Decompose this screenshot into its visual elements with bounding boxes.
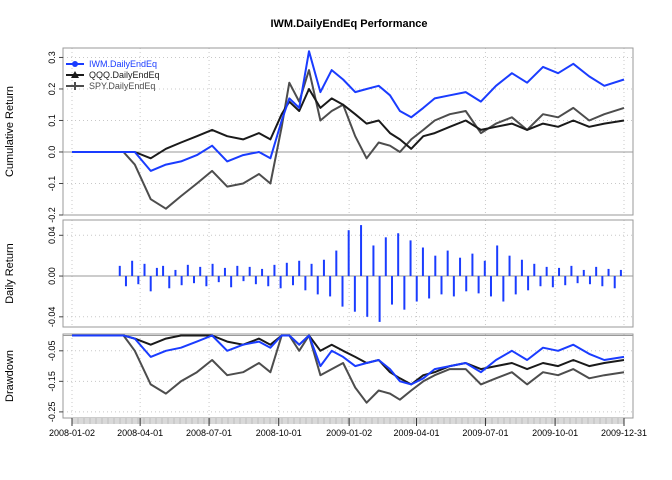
x-tick-label-0: 2008-01-02 xyxy=(49,428,95,438)
series-drawdown-IWM.DailyEndEq xyxy=(72,334,625,386)
x-tick-label-1: 2008-04-01 xyxy=(117,428,163,438)
y-axis-ticks: -0.2 -0.1 0.0 0.1 0.2 0.3 -0.04 0.00 0.04 -0.25 -0… xyxy=(47,51,63,422)
series-lines xyxy=(72,50,625,404)
ytick-label-0-5: 0.3 xyxy=(47,51,57,64)
legend-marker-1 xyxy=(71,71,79,78)
ytick-label-0-4: 0.2 xyxy=(47,83,57,96)
ylabel-drawdown: Drawdown xyxy=(4,350,16,402)
ytick-label-1-0: -0.04 xyxy=(47,307,57,328)
x-tick-label-7: 2009-10-01 xyxy=(532,428,578,438)
panel-frame-daily xyxy=(62,219,634,328)
ytick-label-2-1: -0.15 xyxy=(47,371,57,392)
ylabel-daily: Daily Return xyxy=(4,243,16,304)
series-drawdown-SPY.DailyEndEq xyxy=(72,334,625,404)
x-tick-label-5: 2009-04-01 xyxy=(394,428,440,438)
ytick-label-0-1: -0.1 xyxy=(47,176,57,192)
legend-label-1: QQQ.DailyEndEq xyxy=(89,70,160,80)
y-axis-labels: Cumulative Return Daily Return Drawdown xyxy=(4,86,16,402)
series-cumulative-IWM.DailyEndEq xyxy=(72,50,625,172)
series-cumulative-QQQ.DailyEndEq xyxy=(72,88,625,160)
x-tick-label-8: 2009-12-31 xyxy=(601,428,647,438)
series-cumulative-SPY.DailyEndEq xyxy=(72,69,625,210)
chart-title: IWM.DailyEndEq Performance xyxy=(270,18,427,30)
legend: IWM.DailyEndEqQQQ.DailyEndEqSPY.DailyEnd… xyxy=(66,59,160,91)
x-tick-label-2: 2008-07-01 xyxy=(186,428,232,438)
legend-marker-0 xyxy=(72,61,78,67)
x-tick-label-4: 2009-01-02 xyxy=(326,428,372,438)
x-tick-label-3: 2008-10-01 xyxy=(256,428,302,438)
ytick-label-1-2: 0.04 xyxy=(47,227,57,245)
ytick-label-2-0: -0.25 xyxy=(47,402,57,423)
ytick-label-0-0: -0.2 xyxy=(47,207,57,223)
legend-label-2: SPY.DailyEndEq xyxy=(89,81,155,91)
series-drawdown-QQQ.DailyEndEq xyxy=(72,334,625,386)
panel-frame-cumulative xyxy=(62,47,634,216)
legend-label-0: IWM.DailyEndEq xyxy=(89,59,157,69)
x-tick-label-6: 2009-07-01 xyxy=(462,428,508,438)
ytick-label-1-1: 0.00 xyxy=(47,267,57,285)
ytick-label-0-3: 0.1 xyxy=(47,114,57,127)
x-axis: 2008-01-02 2008-04-01 2008-07-01 2008-10-01… xyxy=(49,418,647,438)
ytick-label-0-2: 0.0 xyxy=(47,146,57,159)
ylabel-cumulative: Cumulative Return xyxy=(4,86,16,177)
ytick-label-2-2: -0.05 xyxy=(47,341,57,362)
panel-frame-drawdown xyxy=(62,333,634,419)
daily-return-bars xyxy=(118,225,622,322)
